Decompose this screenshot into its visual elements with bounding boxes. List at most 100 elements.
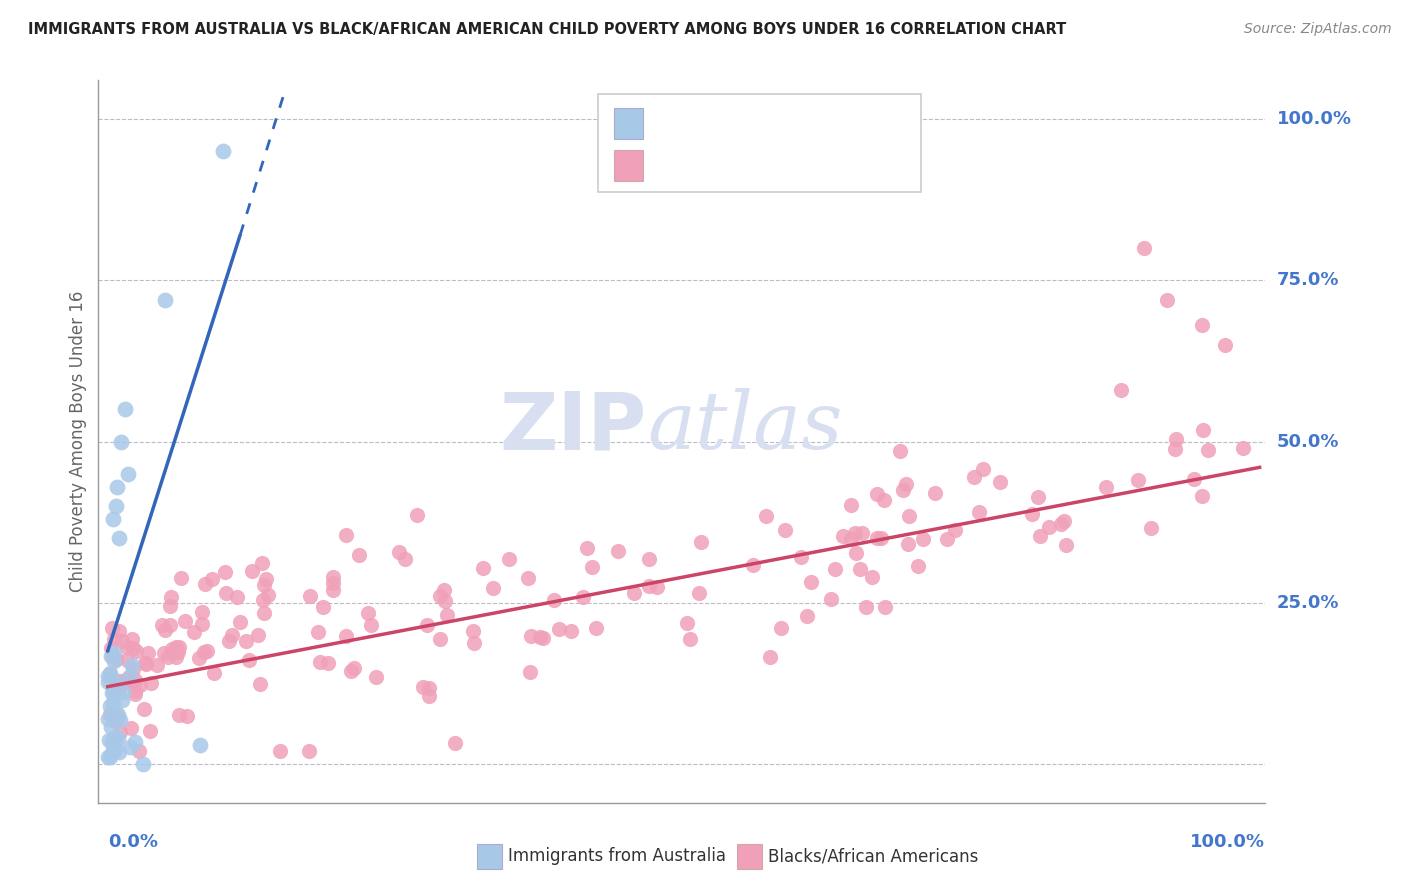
Point: [183, 624, 205, 639]
Point: [548, 622, 571, 636]
Point: [322, 576, 344, 591]
Point: [581, 560, 603, 574]
Point: [124, 687, 146, 701]
Point: [560, 624, 582, 639]
Text: R = 0.846   N = 199: R = 0.846 N = 199: [650, 156, 841, 175]
Point: [103, 743, 125, 757]
Point: [202, 665, 225, 680]
Point: [124, 684, 146, 698]
Point: [121, 658, 143, 673]
Point: [897, 537, 920, 551]
Point: [416, 618, 439, 632]
Point: [111, 634, 134, 648]
Point: [322, 582, 344, 597]
Point: [188, 738, 211, 752]
Point: [529, 631, 551, 645]
Text: 100.0%: 100.0%: [1191, 833, 1265, 851]
Point: [228, 615, 250, 630]
Point: [122, 662, 145, 676]
Point: [195, 644, 218, 658]
Point: [443, 736, 465, 750]
Point: [100, 648, 122, 663]
Y-axis label: Child Poverty Among Boys Under 16: Child Poverty Among Boys Under 16: [69, 291, 87, 592]
Point: [688, 586, 710, 600]
Point: [240, 564, 263, 578]
Point: [963, 470, 986, 484]
Point: [100, 720, 122, 734]
Point: [166, 645, 188, 659]
Point: [117, 675, 139, 690]
Point: [252, 593, 274, 607]
Point: [1053, 514, 1076, 528]
Point: [115, 672, 138, 686]
Text: R = 0.734   N =  48: R = 0.734 N = 48: [650, 114, 834, 133]
Point: [269, 744, 291, 758]
Point: [429, 589, 451, 603]
Point: [585, 622, 607, 636]
Point: [121, 632, 143, 646]
Point: [165, 650, 187, 665]
Point: [191, 605, 214, 619]
Point: [972, 462, 994, 476]
Point: [689, 535, 711, 549]
Point: [104, 499, 127, 513]
Point: [132, 702, 155, 716]
Point: [110, 434, 132, 449]
Point: [103, 646, 125, 660]
Point: [105, 480, 128, 494]
Point: [257, 588, 280, 602]
Point: [1232, 441, 1254, 455]
Point: [839, 533, 862, 547]
Point: [936, 532, 959, 546]
Text: 25.0%: 25.0%: [1277, 594, 1339, 612]
Point: [98, 750, 121, 764]
Point: [436, 607, 458, 622]
Point: [97, 669, 120, 683]
Point: [98, 666, 121, 681]
Point: [463, 635, 485, 649]
Point: [247, 628, 270, 642]
Point: [340, 664, 363, 678]
Point: [1191, 489, 1213, 503]
Point: [105, 706, 128, 721]
Point: [1139, 521, 1161, 535]
Point: [103, 512, 125, 526]
Point: [250, 556, 273, 570]
Point: [855, 600, 877, 615]
Point: [607, 544, 630, 558]
Point: [104, 674, 127, 689]
Point: [101, 683, 124, 698]
Point: [357, 607, 380, 621]
Point: [519, 665, 541, 680]
Point: [104, 733, 127, 747]
Point: [911, 533, 934, 547]
Point: [873, 599, 896, 614]
Point: [150, 618, 173, 632]
Point: [576, 541, 599, 555]
Point: [531, 631, 554, 645]
Point: [298, 744, 321, 758]
Point: [848, 562, 870, 576]
Text: 75.0%: 75.0%: [1277, 271, 1339, 289]
Point: [1213, 338, 1236, 352]
Point: [755, 508, 778, 523]
Point: [394, 551, 416, 566]
Point: [100, 641, 122, 656]
Point: [343, 661, 366, 675]
Point: [159, 599, 181, 614]
Point: [125, 644, 148, 658]
Point: [824, 562, 846, 576]
Point: [860, 570, 883, 584]
Point: [97, 749, 120, 764]
Point: [364, 670, 387, 684]
Point: [124, 673, 146, 687]
Point: [800, 575, 823, 590]
Point: [844, 526, 866, 541]
Point: [107, 624, 129, 638]
Point: [218, 634, 240, 648]
Point: [153, 646, 176, 660]
Point: [298, 590, 321, 604]
Point: [108, 724, 131, 739]
Point: [418, 681, 440, 696]
Point: [176, 708, 198, 723]
